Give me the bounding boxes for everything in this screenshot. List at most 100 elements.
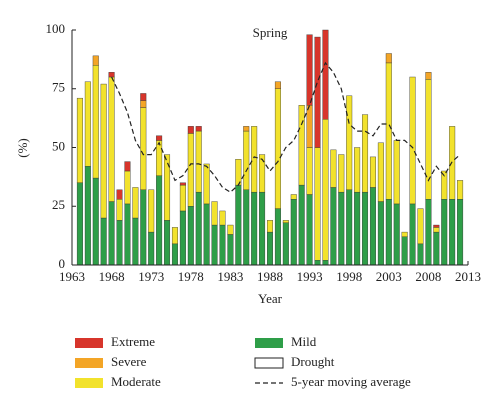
bar-segment — [385, 198, 392, 266]
bar-segment — [156, 175, 163, 266]
legend-swatch — [75, 338, 103, 348]
bar-segment — [267, 231, 274, 266]
bar-segment — [322, 29, 329, 120]
x-tick-label: 1998 — [336, 269, 362, 284]
bar-segment — [457, 180, 464, 200]
bar-segment — [409, 203, 416, 266]
chart-title: Spring — [253, 25, 288, 40]
x-tick-label: 1963 — [59, 269, 85, 284]
bar-segment — [259, 191, 266, 266]
y-tick-label: 25 — [52, 197, 65, 212]
x-tick-label: 1983 — [217, 269, 243, 284]
bar-segment — [92, 55, 99, 66]
legend-swatch — [254, 357, 284, 369]
y-tick-label: 0 — [59, 256, 66, 271]
bar-segment — [393, 203, 400, 266]
bar-segment — [362, 114, 369, 193]
bar-segment — [290, 194, 297, 200]
bar-segment — [401, 236, 408, 266]
bar-segment — [243, 130, 250, 191]
bar-segment — [385, 53, 392, 64]
y-tick-label: 50 — [52, 138, 65, 153]
bar-segment — [235, 184, 242, 266]
bar-segment — [314, 36, 321, 148]
bar-segment — [132, 187, 139, 219]
bar-segment — [298, 104, 305, 186]
bar-segment — [393, 140, 400, 205]
bar-segment — [156, 140, 163, 176]
bar-segment — [108, 201, 115, 266]
bar-segment — [140, 107, 147, 191]
bar-segment — [385, 62, 392, 200]
y-axis-label: (%) — [15, 138, 30, 158]
bar-segment — [433, 224, 440, 228]
legend-swatch — [255, 338, 283, 348]
bar-segment — [251, 191, 258, 266]
bar-segment — [187, 126, 194, 134]
bar-segment — [148, 189, 155, 233]
legend-label: Extreme — [111, 334, 155, 349]
bar-segment — [314, 147, 321, 261]
bar-segment — [282, 222, 289, 266]
bar-segment — [306, 104, 313, 148]
bar-segment — [274, 88, 281, 209]
bar-segment — [179, 210, 186, 266]
x-tick-label: 1988 — [257, 269, 283, 284]
bar-segment — [306, 147, 313, 195]
bar-segment — [76, 97, 83, 183]
bar-segment — [140, 100, 147, 108]
bar-segment — [354, 191, 361, 266]
legend-swatch — [75, 358, 103, 368]
bar-segment — [179, 184, 186, 212]
x-tick-label: 1978 — [178, 269, 204, 284]
legend-swatch — [75, 378, 103, 388]
bar-segment — [84, 81, 91, 167]
bar-segment — [306, 34, 313, 106]
bar-segment — [425, 198, 432, 266]
bar-segment — [132, 217, 139, 266]
bar-segment — [116, 189, 123, 200]
bar-segment — [274, 208, 281, 266]
bar-segment — [338, 154, 345, 193]
bar-segment — [195, 191, 202, 266]
bar-segment — [219, 224, 226, 266]
bar-segment — [314, 260, 321, 266]
bar-segment — [108, 72, 115, 78]
bar-segment — [227, 224, 234, 235]
bar-segment — [243, 126, 250, 132]
bar-segment — [417, 208, 424, 245]
bar-segment — [322, 260, 329, 266]
bar-segment — [84, 166, 91, 266]
bar-segment — [377, 201, 384, 266]
legend-label: 5-year moving average — [291, 374, 411, 389]
x-tick-label: 2013 — [455, 269, 481, 284]
bar-segment — [219, 210, 226, 226]
legend-label: Severe — [111, 354, 147, 369]
y-tick-label: 100 — [46, 21, 66, 36]
x-tick-label: 2008 — [415, 269, 441, 284]
bar-segment — [187, 206, 194, 266]
bar-segment — [227, 234, 234, 266]
bar-segment — [441, 170, 448, 200]
bar-segment — [195, 126, 202, 132]
bar-segment — [203, 163, 210, 205]
bar-segment — [124, 170, 131, 205]
bar-segment — [179, 182, 186, 186]
bar-segment — [211, 201, 218, 226]
bar-segment — [148, 231, 155, 266]
bar-segment — [124, 203, 131, 266]
bar-segment — [346, 95, 353, 191]
bar-segment — [235, 159, 242, 186]
bar-segment — [203, 203, 210, 266]
bar-segment — [338, 191, 345, 266]
bar-segment — [100, 83, 107, 219]
legend-label: Mild — [291, 334, 317, 349]
bar-segment — [108, 76, 115, 202]
bar-segment — [322, 119, 329, 261]
x-tick-label: 2003 — [376, 269, 402, 284]
bar-segment — [140, 93, 147, 101]
bar-segment — [274, 81, 281, 89]
bar-segment — [76, 182, 83, 266]
bar-segment — [243, 189, 250, 266]
